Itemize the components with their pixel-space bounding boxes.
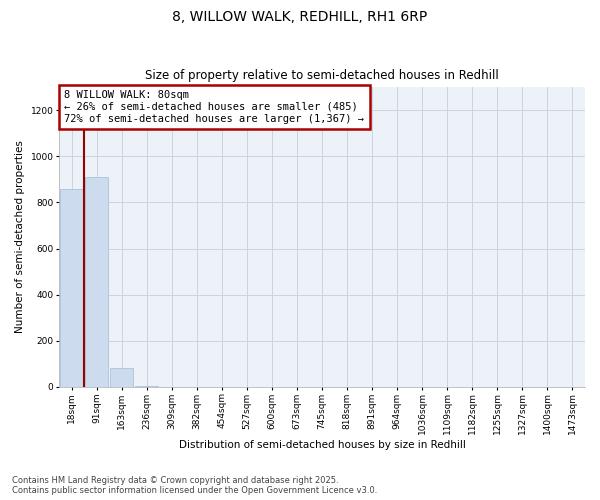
Text: 8, WILLOW WALK, REDHILL, RH1 6RP: 8, WILLOW WALK, REDHILL, RH1 6RP (172, 10, 428, 24)
Bar (136, 386, 158, 387)
Text: Contains HM Land Registry data © Crown copyright and database right 2025.
Contai: Contains HM Land Registry data © Crown c… (12, 476, 377, 495)
Title: Size of property relative to semi-detached houses in Redhill: Size of property relative to semi-detach… (145, 69, 499, 82)
Text: 8 WILLOW WALK: 80sqm
← 26% of semi-detached houses are smaller (485)
72% of semi: 8 WILLOW WALK: 80sqm ← 26% of semi-detac… (64, 90, 364, 124)
Y-axis label: Number of semi-detached properties: Number of semi-detached properties (15, 140, 25, 334)
Bar (85, 177, 108, 387)
Bar (110, 368, 133, 387)
X-axis label: Distribution of semi-detached houses by size in Redhill: Distribution of semi-detached houses by … (179, 440, 466, 450)
Bar (61, 188, 83, 387)
